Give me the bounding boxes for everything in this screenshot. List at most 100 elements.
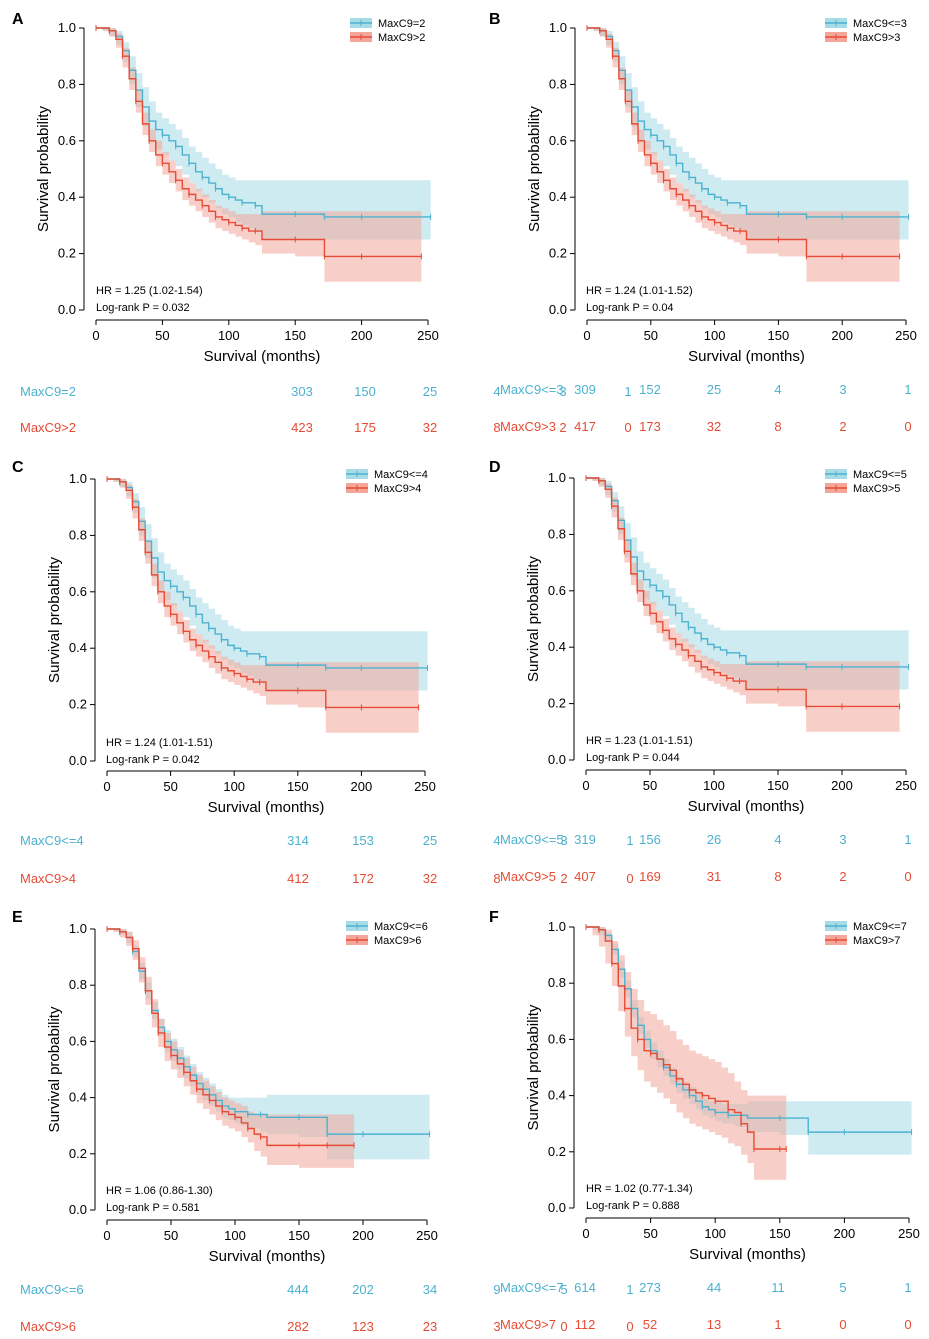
risk-count: 156 bbox=[639, 832, 661, 847]
risk-count: 2 bbox=[560, 871, 567, 886]
x-tick-label: 250 bbox=[898, 1226, 920, 1241]
panel-F: F0 50 100 150 200 2500.00.20.40.60.81.0Surviv… bbox=[489, 909, 920, 1332]
logrank-p: Log-rank P = 0.042 bbox=[106, 754, 200, 766]
risk-count: 3 bbox=[493, 1319, 500, 1334]
risk-count: 152 bbox=[639, 382, 661, 397]
x-tick-label: 250 bbox=[895, 778, 917, 793]
y-tick-label: 0.8 bbox=[58, 76, 76, 91]
y-tick-label: 0.4 bbox=[548, 639, 566, 654]
risk-label-low: MaxC9<=4 bbox=[20, 833, 84, 848]
y-tick-label: 0.6 bbox=[548, 583, 566, 598]
y-tick-label: 0.2 bbox=[548, 696, 566, 711]
ci-band-low bbox=[107, 479, 428, 691]
y-tick-label: 0.0 bbox=[549, 302, 567, 317]
y-tick-label: 0.8 bbox=[69, 977, 87, 992]
risk-count: 13 bbox=[707, 1317, 721, 1332]
risk-count: 4 bbox=[493, 833, 500, 848]
x-axis-title: Survival (months) bbox=[209, 1248, 326, 1265]
risk-count: 423 bbox=[291, 420, 313, 435]
risk-count: 3 bbox=[839, 832, 846, 847]
x-tick-label: 200 bbox=[351, 779, 373, 794]
risk-count: 25 bbox=[707, 382, 721, 397]
x-axis-title: Survival (months) bbox=[689, 1246, 806, 1263]
panel-letter: E bbox=[12, 909, 23, 926]
ci-band-high bbox=[586, 478, 900, 732]
risk-count: 31 bbox=[707, 869, 721, 884]
y-tick-label: 0.8 bbox=[69, 527, 87, 542]
y-tick-label: 0.6 bbox=[548, 1031, 566, 1046]
risk-count: 1 bbox=[904, 1280, 911, 1295]
x-tick-label: 250 bbox=[416, 1228, 438, 1243]
risk-count: 112 bbox=[575, 1317, 596, 1332]
x-tick-label: 200 bbox=[834, 1226, 856, 1241]
risk-count: 23 bbox=[423, 1319, 437, 1334]
risk-label-low: MaxC9<=7 bbox=[500, 1280, 564, 1295]
panel-letter: D bbox=[489, 459, 501, 476]
legend-label-low: MaxC9<=6 bbox=[374, 921, 428, 933]
risk-count: 2 bbox=[839, 869, 846, 884]
hazard-ratio: HR = 1.25 (1.02-1.54) bbox=[96, 285, 203, 297]
risk-count: 407 bbox=[574, 869, 596, 884]
x-tick-label: 100 bbox=[704, 1226, 726, 1241]
y-tick-label: 0.2 bbox=[548, 1144, 566, 1159]
y-tick-label: 0.6 bbox=[58, 133, 76, 148]
y-tick-label: 0.4 bbox=[58, 189, 76, 204]
y-tick-label: 0.2 bbox=[69, 697, 87, 712]
risk-label-high: MaxC9>4 bbox=[20, 871, 76, 886]
x-tick-label: 150 bbox=[767, 778, 789, 793]
risk-label-low: MaxC9<=5 bbox=[500, 832, 564, 847]
risk-count: 412 bbox=[287, 871, 309, 886]
legend-label-low: MaxC9<=3 bbox=[853, 18, 907, 30]
y-tick-label: 0.8 bbox=[549, 76, 567, 91]
risk-label-high: MaxC9>2 bbox=[20, 420, 76, 435]
y-axis-title: Survival probability bbox=[35, 106, 52, 232]
risk-count: 303 bbox=[291, 384, 313, 399]
x-axis-title: Survival (months) bbox=[204, 348, 321, 365]
y-tick-label: 1.0 bbox=[58, 20, 76, 35]
risk-count: 153 bbox=[352, 833, 374, 848]
x-tick-label: 150 bbox=[287, 779, 309, 794]
x-tick-label: 150 bbox=[284, 328, 306, 343]
risk-count: 169 bbox=[639, 869, 661, 884]
risk-count: 0 bbox=[626, 871, 633, 886]
risk-count: 1 bbox=[626, 833, 633, 848]
x-tick-label: 200 bbox=[352, 1228, 374, 1243]
hazard-ratio: HR = 1.02 (0.77-1.34) bbox=[586, 1183, 693, 1195]
risk-count: 25 bbox=[423, 833, 437, 848]
y-tick-label: 1.0 bbox=[69, 471, 87, 486]
panel-letter: F bbox=[489, 909, 499, 926]
risk-count: 4 bbox=[774, 832, 781, 847]
risk-count: 44 bbox=[707, 1280, 721, 1295]
y-axis-title: Survival probability bbox=[46, 557, 63, 683]
risk-count: 9 bbox=[493, 1282, 500, 1297]
legend-label-low: MaxC9<=7 bbox=[853, 921, 907, 933]
legend-label-low: MaxC9=2 bbox=[378, 18, 425, 30]
panel-letter: C bbox=[12, 459, 24, 476]
risk-count: 309 bbox=[574, 382, 596, 397]
x-tick-label: 250 bbox=[414, 779, 436, 794]
km-curve-high bbox=[107, 928, 355, 1147]
y-tick-label: 1.0 bbox=[548, 919, 566, 934]
x-axis-title: Survival (months) bbox=[688, 798, 805, 815]
risk-count: 273 bbox=[639, 1280, 661, 1295]
risk-count: 150 bbox=[354, 384, 376, 399]
y-tick-label: 0.6 bbox=[549, 133, 567, 148]
y-tick-label: 0.0 bbox=[548, 1200, 566, 1215]
risk-label-high: MaxC9>6 bbox=[20, 1319, 76, 1334]
panel-D: D0 50 100 150 200 2500.00.20.40.60.81.0Surviv… bbox=[489, 459, 917, 884]
x-tick-label: 200 bbox=[831, 328, 853, 343]
logrank-p: Log-rank P = 0.044 bbox=[586, 752, 680, 764]
risk-count: 8 bbox=[493, 871, 500, 886]
x-axis-title: Survival (months) bbox=[688, 348, 805, 365]
y-tick-label: 0.6 bbox=[69, 1033, 87, 1048]
x-tick-label: 0 bbox=[92, 328, 99, 343]
x-tick-label: 200 bbox=[831, 778, 853, 793]
x-tick-label: 50 bbox=[164, 1228, 178, 1243]
x-tick-label: 0 bbox=[583, 328, 590, 343]
ci-band-low bbox=[107, 929, 430, 1160]
y-tick-label: 1.0 bbox=[69, 921, 87, 936]
risk-count: 32 bbox=[707, 419, 721, 434]
risk-count: 4 bbox=[774, 382, 781, 397]
x-tick-label: 250 bbox=[417, 328, 439, 343]
